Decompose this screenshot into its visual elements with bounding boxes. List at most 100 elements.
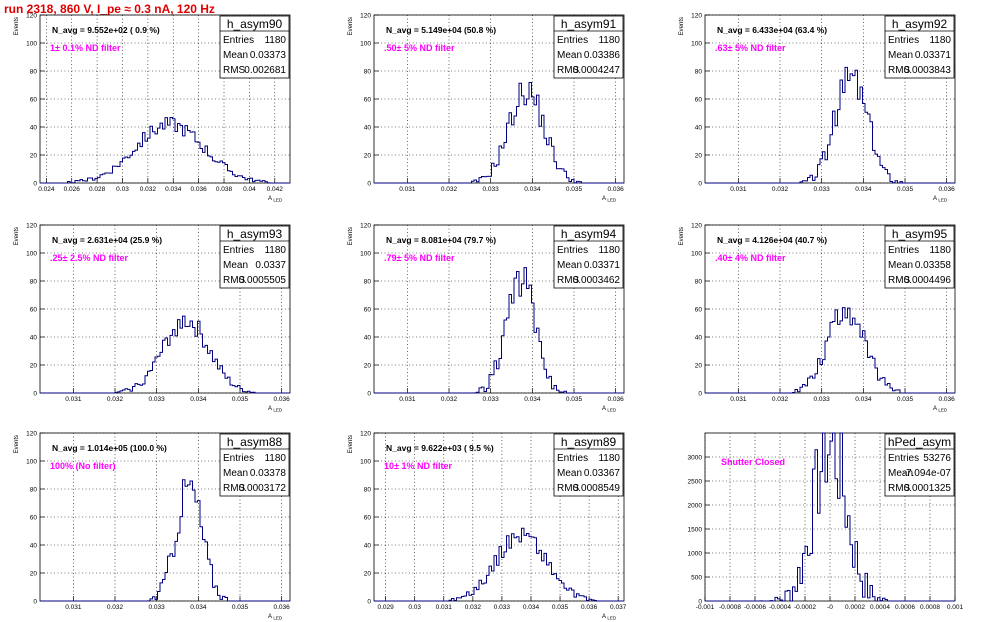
x-axis-title: A LED	[268, 196, 283, 203]
x-tick-label: 0.035	[232, 604, 249, 611]
x-tick-label: 0.032	[772, 186, 789, 193]
y-tick-label: 20	[364, 362, 372, 369]
filter-label: 1± 0.1% ND filter	[50, 43, 121, 53]
y-tick-label: 500	[691, 574, 702, 581]
stat-value-mean: 0.03367	[584, 468, 621, 479]
y-axis-title: Events	[14, 227, 20, 245]
stat-value-rms: 0.0008549	[573, 483, 621, 494]
y-tick-label: 80	[364, 278, 372, 285]
histogram-panel-h_asym93: 0.031 0.032 0.033 0.034 0.035 0.036 0 20 40 60 80 1…	[14, 222, 291, 413]
y-tick-label: 100	[360, 458, 371, 465]
stat-value-mean: -7.094e-07	[903, 468, 952, 479]
y-tick-label: 100	[26, 458, 37, 465]
y-tick-label: 120	[691, 222, 702, 229]
y-tick-label: 100	[691, 250, 702, 257]
y-tick-label: 120	[26, 222, 37, 229]
y-tick-label: 20	[364, 152, 372, 159]
stat-label-rms: RMS	[888, 65, 911, 76]
stat-label-rms: RMS	[557, 65, 580, 76]
x-tick-label: 0.035	[897, 396, 914, 403]
x-tick-label: 0.033	[483, 186, 500, 193]
histogram-name: h_asym89	[561, 435, 617, 449]
y-tick-label: 100	[360, 40, 371, 47]
histogram-panel-h_asym94: 0.031 0.032 0.033 0.034 0.035 0.036 0 20 40 60 80 1…	[348, 222, 625, 413]
x-tick-label: 0.034	[855, 186, 872, 193]
x-tick-label: 0.036	[581, 604, 598, 611]
x-axis-title: A LED	[933, 196, 948, 203]
stat-label-mean: Mean	[888, 260, 913, 271]
y-tick-label: 60	[364, 514, 372, 521]
stat-label-mean: Mean	[888, 468, 913, 479]
y-tick-label: 100	[26, 40, 37, 47]
y-tick-label: 0	[698, 598, 702, 605]
y-axis-title: Events	[679, 227, 685, 245]
y-tick-label: 80	[364, 486, 372, 493]
stat-value-entries: 1180	[264, 245, 286, 256]
x-tick-label: -0.0002	[794, 604, 816, 611]
histogram-line	[40, 116, 290, 184]
y-tick-label: 60	[695, 96, 703, 103]
stat-value-mean: 0.03378	[250, 468, 287, 479]
histogram-panel-h_asym92: 0.031 0.032 0.033 0.034 0.035 0.036 0 20 40 60 80 1…	[679, 12, 956, 203]
histogram-line	[374, 267, 624, 394]
x-tick-label: 0.033	[814, 396, 831, 403]
x-tick-label: 0.0008	[920, 604, 940, 611]
histogram-panel-h_asym89: 0.029 0.03 0.031 0.032 0.033 0.034 0.035 0.036 0…	[348, 430, 627, 620]
stats-box	[884, 15, 955, 79]
x-tick-label: 0.032	[107, 604, 124, 611]
histogram-line	[705, 66, 955, 184]
y-tick-label: 100	[360, 250, 371, 257]
n-avg-annotation: N_avg = 9.552e+02 ( 0.9 %)	[52, 25, 160, 35]
y-tick-label: 40	[364, 542, 372, 549]
y-tick-label: 20	[30, 570, 38, 577]
y-tick-label: 120	[691, 12, 702, 19]
stat-label-entries: Entries	[223, 245, 254, 256]
x-tick-label: 0.032	[772, 396, 789, 403]
stat-label-entries: Entries	[888, 35, 919, 46]
x-tick-label: 0.032	[140, 186, 157, 193]
stat-label-rms: RMS	[223, 483, 246, 494]
n-avg-annotation: N_avg = 6.433e+04 (63.4 %)	[717, 25, 827, 35]
y-tick-label: 100	[691, 40, 702, 47]
y-tick-label: 60	[30, 306, 38, 313]
stat-value-rms: 0.0003172	[239, 483, 287, 494]
stat-value-entries: 53276	[923, 453, 951, 464]
stat-value-entries: 1180	[598, 245, 620, 256]
filter-label: Shutter Closed	[721, 457, 785, 467]
x-tick-label: 0.036	[939, 186, 956, 193]
histogram-name: h_asym92	[892, 17, 948, 31]
n-avg-annotation: N_avg = 2.631e+04 (25.9 %)	[52, 235, 162, 245]
x-tick-label: 0.036	[274, 396, 291, 403]
y-tick-label: 40	[30, 542, 38, 549]
n-avg-annotation: N_avg = 4.126e+04 (40.7 %)	[717, 235, 827, 245]
y-tick-label: 60	[364, 306, 372, 313]
x-axis-title: A LED	[268, 406, 283, 413]
filter-label: .40± 4% ND filter	[715, 253, 786, 263]
x-tick-label: 0.042	[267, 186, 284, 193]
y-tick-label: 120	[360, 430, 371, 437]
x-tick-label: 0.031	[65, 396, 82, 403]
y-axis-title: Events	[348, 227, 354, 245]
y-tick-label: 1000	[688, 550, 703, 557]
y-tick-label: 20	[364, 570, 372, 577]
x-tick-label: 0.026	[64, 186, 81, 193]
stat-label-rms: RMS	[557, 483, 580, 494]
x-tick-label: 0.033	[494, 604, 511, 611]
stats-box	[219, 225, 290, 289]
y-tick-label: 80	[30, 68, 38, 75]
y-tick-label: 120	[360, 222, 371, 229]
y-tick-label: 80	[695, 68, 703, 75]
n-avg-annotation: N_avg = 8.081e+04 (79.7 %)	[386, 235, 496, 245]
x-tick-label: 0.034	[165, 186, 182, 193]
histogram-line	[40, 479, 290, 602]
x-tick-label: 0.033	[149, 396, 166, 403]
stat-value-entries: 1180	[264, 35, 286, 46]
x-axis-title: A LED	[602, 614, 617, 621]
stat-label-mean: Mean	[223, 468, 248, 479]
filter-label: 100% (No filter)	[50, 461, 116, 471]
x-tick-label: 0.0004	[870, 604, 890, 611]
stat-value-rms: 0.0001325	[904, 483, 952, 494]
x-tick-label: 0.033	[814, 186, 831, 193]
y-tick-label: 0	[367, 180, 371, 187]
stat-label-mean: Mean	[557, 468, 582, 479]
